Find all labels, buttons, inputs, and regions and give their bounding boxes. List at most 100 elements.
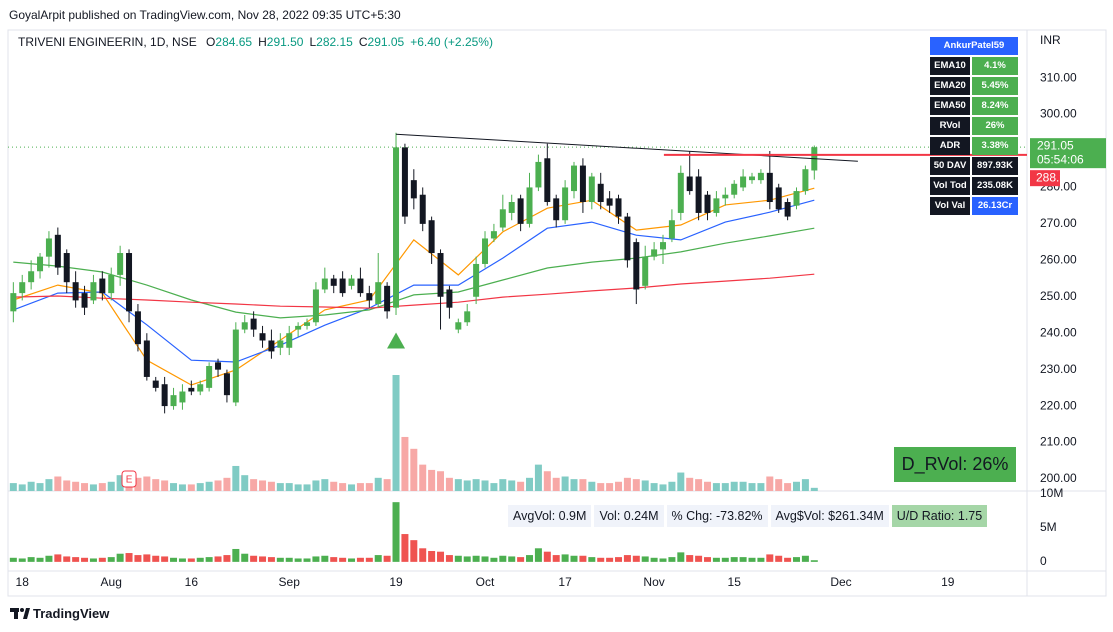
candle-body	[606, 198, 613, 206]
last-price-tag	[1030, 138, 1106, 169]
candle-body	[241, 322, 248, 330]
table-row: ADR 3.38%	[930, 137, 1018, 155]
ohlc-key: O	[206, 35, 216, 49]
volume-overlay-bar	[570, 479, 578, 491]
candle-body	[633, 242, 640, 290]
volume-bar	[508, 556, 516, 562]
candle-body	[535, 161, 542, 188]
level-label: 288.95	[1036, 170, 1073, 184]
candle-body	[126, 253, 133, 312]
volume-bar	[739, 557, 747, 562]
candle-body	[615, 198, 622, 217]
volume-overlay-bar	[490, 483, 498, 491]
candle-body	[277, 340, 284, 348]
volume-overlay-bar	[81, 483, 89, 491]
volume-overlay-bar	[383, 479, 391, 491]
ohlc-value: 282.15	[316, 35, 353, 49]
y-tick-label: 310.00	[1040, 70, 1077, 84]
volume-overlay-bar	[232, 465, 240, 491]
volume-bar	[330, 557, 338, 562]
volume-bar	[730, 557, 738, 562]
volume-overlay-bar	[695, 479, 703, 491]
volume-bar	[437, 551, 445, 562]
candle-body	[749, 176, 756, 181]
volume-overlay-bar	[374, 477, 382, 491]
row-value: 897.93K	[972, 157, 1018, 175]
candle-body	[215, 362, 222, 370]
y-tick-label: 240.00	[1040, 325, 1077, 339]
volume-overlay-bar	[606, 483, 614, 491]
row-value: 235.08K	[972, 177, 1018, 195]
candle-body	[206, 366, 213, 388]
volume-stat: % Chg: -73.82%	[666, 505, 768, 527]
volume-bar	[445, 555, 453, 562]
volume-overlay-bar	[748, 483, 756, 491]
volume-bar	[552, 555, 560, 562]
volume-overlay-bar	[623, 477, 631, 491]
volume-overlay-bar	[597, 483, 605, 491]
volume-overlay-bar	[704, 481, 712, 491]
candle-body	[357, 278, 364, 294]
table-row: EMA20 5.45%	[930, 77, 1018, 95]
row-value: 5.45%	[972, 77, 1018, 95]
x-tick-label: 18	[16, 575, 30, 589]
volume-overlay-bar	[276, 483, 284, 491]
volume-stat: AvgVol: 0.9M	[508, 505, 592, 527]
candle-body	[490, 231, 497, 239]
volume-overlay-bar	[739, 481, 747, 491]
volume-overlay-bar	[214, 480, 222, 491]
volume-bar	[356, 557, 364, 562]
brand-logo	[10, 608, 30, 619]
candle-body	[330, 278, 337, 286]
volume-bar	[526, 555, 534, 562]
candle-body	[19, 282, 26, 294]
volume-overlay-bar	[508, 480, 516, 491]
volume-bar	[410, 540, 418, 562]
volume-bar	[170, 557, 178, 562]
ema-line	[13, 199, 815, 363]
volume-bar	[187, 558, 195, 562]
candle-body	[508, 202, 515, 213]
candle-body	[731, 183, 738, 195]
volume-bar	[677, 552, 685, 562]
candle-body	[571, 165, 578, 192]
candle-body	[686, 176, 693, 192]
earnings-label: E	[126, 475, 133, 486]
candle-body	[482, 238, 489, 264]
volume-overlay-bar	[784, 483, 792, 491]
volume-overlay-bar	[472, 479, 480, 491]
volume-tick-label: 0	[1040, 554, 1047, 568]
volume-bar	[766, 554, 774, 562]
publisher: GoyalArpit published on TradingView.com,…	[9, 8, 401, 22]
candle-body	[161, 384, 168, 407]
volume-overlay-bar	[668, 481, 676, 491]
volume-bar	[517, 557, 525, 562]
volume-overlay-bar	[428, 469, 436, 491]
volume-bar	[472, 555, 480, 562]
y-tick-label: 270.00	[1040, 216, 1077, 230]
candle-body	[793, 191, 800, 206]
volume-overlay-bar	[481, 480, 489, 491]
row-label: ADR	[930, 137, 970, 155]
volume-bar	[588, 557, 596, 562]
volume-bar	[712, 557, 720, 562]
candle-body	[63, 253, 70, 283]
volume-overlay-bar	[143, 476, 151, 491]
volume-bar	[481, 556, 489, 562]
candle-body	[54, 234, 61, 268]
candle-body	[775, 187, 782, 210]
volume-tick-label: 5M	[1040, 520, 1057, 534]
volume-bar	[143, 554, 151, 562]
candle-body	[437, 253, 444, 297]
volume-overlay-bar	[294, 484, 302, 491]
volume-overlay-bar	[250, 479, 258, 491]
volume-overlay-bar	[686, 477, 694, 491]
volume-tick-label: 10M	[1040, 486, 1063, 500]
volume-stat: U/D Ratio: 1.75	[891, 505, 988, 527]
price-unit: INR	[1040, 33, 1061, 47]
brand: TradingView	[33, 606, 110, 621]
volume-overlay-bar	[410, 448, 418, 491]
volume-overlay-bar	[499, 479, 507, 491]
candle-body	[143, 340, 150, 377]
volume-bar	[312, 556, 320, 562]
